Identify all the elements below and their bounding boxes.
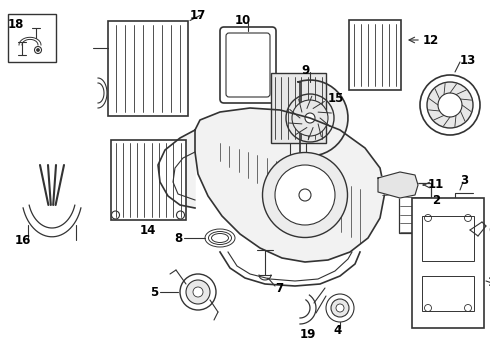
Ellipse shape xyxy=(336,304,344,312)
Text: 5: 5 xyxy=(150,285,158,298)
Text: 8: 8 xyxy=(174,231,182,244)
Bar xyxy=(399,183,431,233)
FancyBboxPatch shape xyxy=(226,33,270,97)
Text: 10: 10 xyxy=(235,14,251,27)
Text: 16: 16 xyxy=(15,234,31,247)
Ellipse shape xyxy=(305,113,315,123)
Polygon shape xyxy=(195,108,385,262)
Text: 14: 14 xyxy=(140,224,156,237)
Bar xyxy=(422,275,474,310)
Ellipse shape xyxy=(331,299,349,317)
Bar xyxy=(422,216,474,261)
Bar xyxy=(270,73,325,143)
Ellipse shape xyxy=(180,274,216,310)
Text: 1: 1 xyxy=(488,276,490,289)
Text: 18: 18 xyxy=(8,18,24,31)
Ellipse shape xyxy=(36,49,40,51)
Ellipse shape xyxy=(438,93,462,117)
Text: 7: 7 xyxy=(275,282,283,294)
Text: 3: 3 xyxy=(460,174,468,186)
Text: 2: 2 xyxy=(432,194,440,207)
Ellipse shape xyxy=(193,287,203,297)
Ellipse shape xyxy=(299,189,311,201)
Ellipse shape xyxy=(186,280,210,304)
Ellipse shape xyxy=(263,153,347,238)
FancyBboxPatch shape xyxy=(220,27,276,103)
Bar xyxy=(8,14,56,62)
Bar xyxy=(108,21,188,116)
Bar xyxy=(111,140,186,220)
Ellipse shape xyxy=(427,82,473,128)
Text: 12: 12 xyxy=(423,33,439,46)
Ellipse shape xyxy=(326,294,354,322)
Polygon shape xyxy=(378,172,418,198)
Text: 19: 19 xyxy=(300,328,316,341)
Polygon shape xyxy=(298,80,348,156)
Ellipse shape xyxy=(420,75,480,135)
Text: 11: 11 xyxy=(428,179,444,192)
Text: 6: 6 xyxy=(488,224,490,237)
Ellipse shape xyxy=(292,100,328,136)
Polygon shape xyxy=(158,130,195,208)
Bar xyxy=(412,198,484,328)
Text: 15: 15 xyxy=(327,91,344,104)
Bar xyxy=(349,20,401,90)
Ellipse shape xyxy=(275,165,335,225)
Text: 13: 13 xyxy=(460,54,476,67)
Text: 9: 9 xyxy=(301,63,309,77)
Text: 17: 17 xyxy=(190,9,206,22)
Text: 4: 4 xyxy=(334,324,342,337)
